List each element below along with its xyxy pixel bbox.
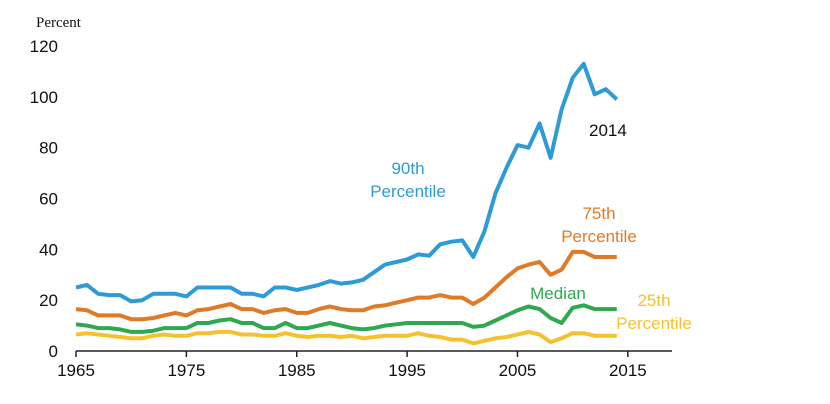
series-lines: [75, 61, 619, 346]
series-label-line: 75th: [582, 204, 615, 223]
series-label-75th-percentile: 75th Percentile: [561, 204, 637, 246]
series-label-90th-percentile: 90th Percentile: [370, 159, 446, 201]
x-tick-label: 2005: [499, 361, 537, 380]
y-tick-label: 20: [39, 291, 58, 310]
series-label-line: Percentile: [561, 227, 637, 246]
x-tick-label: 1965: [57, 361, 95, 380]
x-tick-label: 1995: [388, 361, 426, 380]
series-label-line: Median: [530, 284, 586, 303]
series-label-25th-percentile: 25th Percentile: [616, 291, 692, 333]
y-axis-tick-labels: 0 20 40 60 80 100 120: [30, 37, 58, 361]
series-labels: 90th Percentile 75th Percentile Median 25th Pe…: [370, 159, 692, 333]
y-axis-unit-label: Percent: [36, 15, 82, 31]
x-tick-label: 1985: [278, 361, 316, 380]
y-tick-label: 0: [49, 342, 58, 361]
series-line-25th-percentile: [75, 329, 617, 346]
y-tick-label: 80: [39, 139, 58, 158]
series-label-median: Median: [530, 284, 586, 303]
series-line-90th-percentile: [75, 61, 619, 304]
series-label-line: 25th: [637, 291, 670, 310]
series-label-line: 90th: [391, 159, 424, 178]
x-axis: 1965 1975 1985 1995 2005 2015: [57, 350, 672, 380]
series-line-median: [75, 303, 617, 334]
annotation-2014: 2014: [589, 121, 627, 140]
y-tick-label: 40: [39, 240, 58, 259]
series-line-75th-percentile: [75, 249, 617, 322]
series-label-line: Percentile: [370, 182, 446, 201]
y-tick-label: 100: [30, 88, 58, 107]
x-tick-label: 2015: [609, 361, 647, 380]
y-tick-label: 120: [30, 37, 58, 56]
x-tick-label: 1975: [167, 361, 205, 380]
y-tick-label: 60: [39, 190, 58, 209]
series-label-line: Percentile: [616, 314, 692, 333]
